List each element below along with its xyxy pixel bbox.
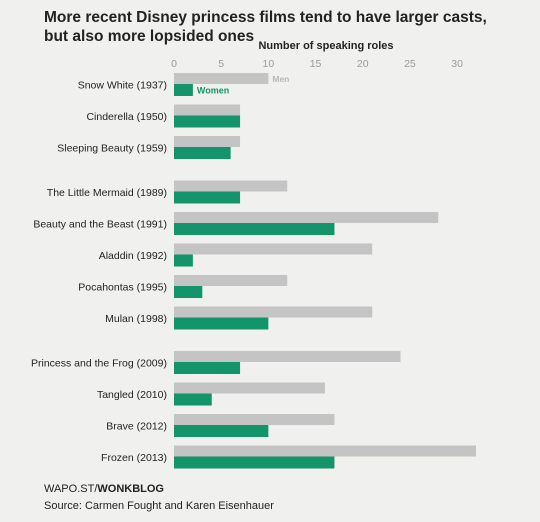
source-note: Source: Carmen Fought and Karen Eisenhau…	[44, 500, 274, 512]
bar-men	[174, 275, 288, 286]
bar-women	[174, 425, 269, 437]
bar-women	[174, 362, 241, 374]
bar-men	[174, 306, 373, 318]
category-label: Aladdin (1992)	[99, 250, 167, 262]
bar-women	[174, 223, 335, 235]
bar-women	[174, 317, 269, 330]
axis-title: Number of speaking roles	[258, 40, 393, 52]
x-tick-label: 0	[171, 58, 177, 70]
category-label: Tangled (2010)	[97, 389, 167, 401]
category-label: Snow White (1937)	[78, 80, 167, 92]
bar-women	[174, 191, 241, 204]
category-label: Mulan (1998)	[105, 313, 167, 325]
x-tick-label: 10	[263, 58, 275, 70]
x-tick-label: 20	[357, 58, 369, 70]
bar-women	[174, 254, 193, 267]
category-label: Princess and the Frog (2009)	[31, 358, 167, 370]
category-label: Brave (2012)	[106, 421, 167, 433]
bar-women	[174, 393, 212, 406]
bar-women	[174, 115, 241, 128]
legend-women-label: Women	[197, 86, 229, 96]
x-tick-label: 15	[310, 58, 322, 70]
bar-men	[174, 445, 476, 457]
category-label: Sleeping Beauty (1959)	[57, 143, 167, 155]
bar-men	[174, 104, 241, 116]
category-label: Cinderella (1950)	[86, 111, 167, 123]
bar-women	[174, 147, 231, 159]
category-label: Pocahontas (1995)	[78, 282, 167, 294]
x-tick-label: 25	[404, 58, 416, 70]
bar-women	[174, 456, 335, 469]
bar-men	[174, 73, 269, 84]
category-label: The Little Mermaid (1989)	[47, 187, 167, 199]
category-label: Beauty and the Beast (1991)	[33, 219, 167, 231]
bar-men	[174, 243, 373, 255]
bar-men	[174, 212, 439, 223]
x-tick-label: 30	[451, 58, 463, 70]
chart-title: More recent Disney princess films tend t…	[44, 9, 487, 45]
category-label: Frozen (2013)	[101, 452, 167, 464]
bar-men	[174, 382, 325, 394]
credit-line: WAPO.ST/WONKBLOG	[44, 483, 164, 495]
legend-men-label: Men	[272, 74, 289, 84]
credit-prefix: WAPO.ST/	[44, 483, 98, 495]
bar-women	[174, 286, 203, 298]
bar-men	[174, 136, 241, 147]
bar-men	[174, 180, 288, 192]
x-tick-label: 5	[218, 58, 224, 70]
bar-men	[174, 351, 401, 362]
bar-men	[174, 414, 335, 425]
bar-women	[174, 84, 193, 96]
credit-bold: WONKBLOG	[97, 483, 164, 495]
